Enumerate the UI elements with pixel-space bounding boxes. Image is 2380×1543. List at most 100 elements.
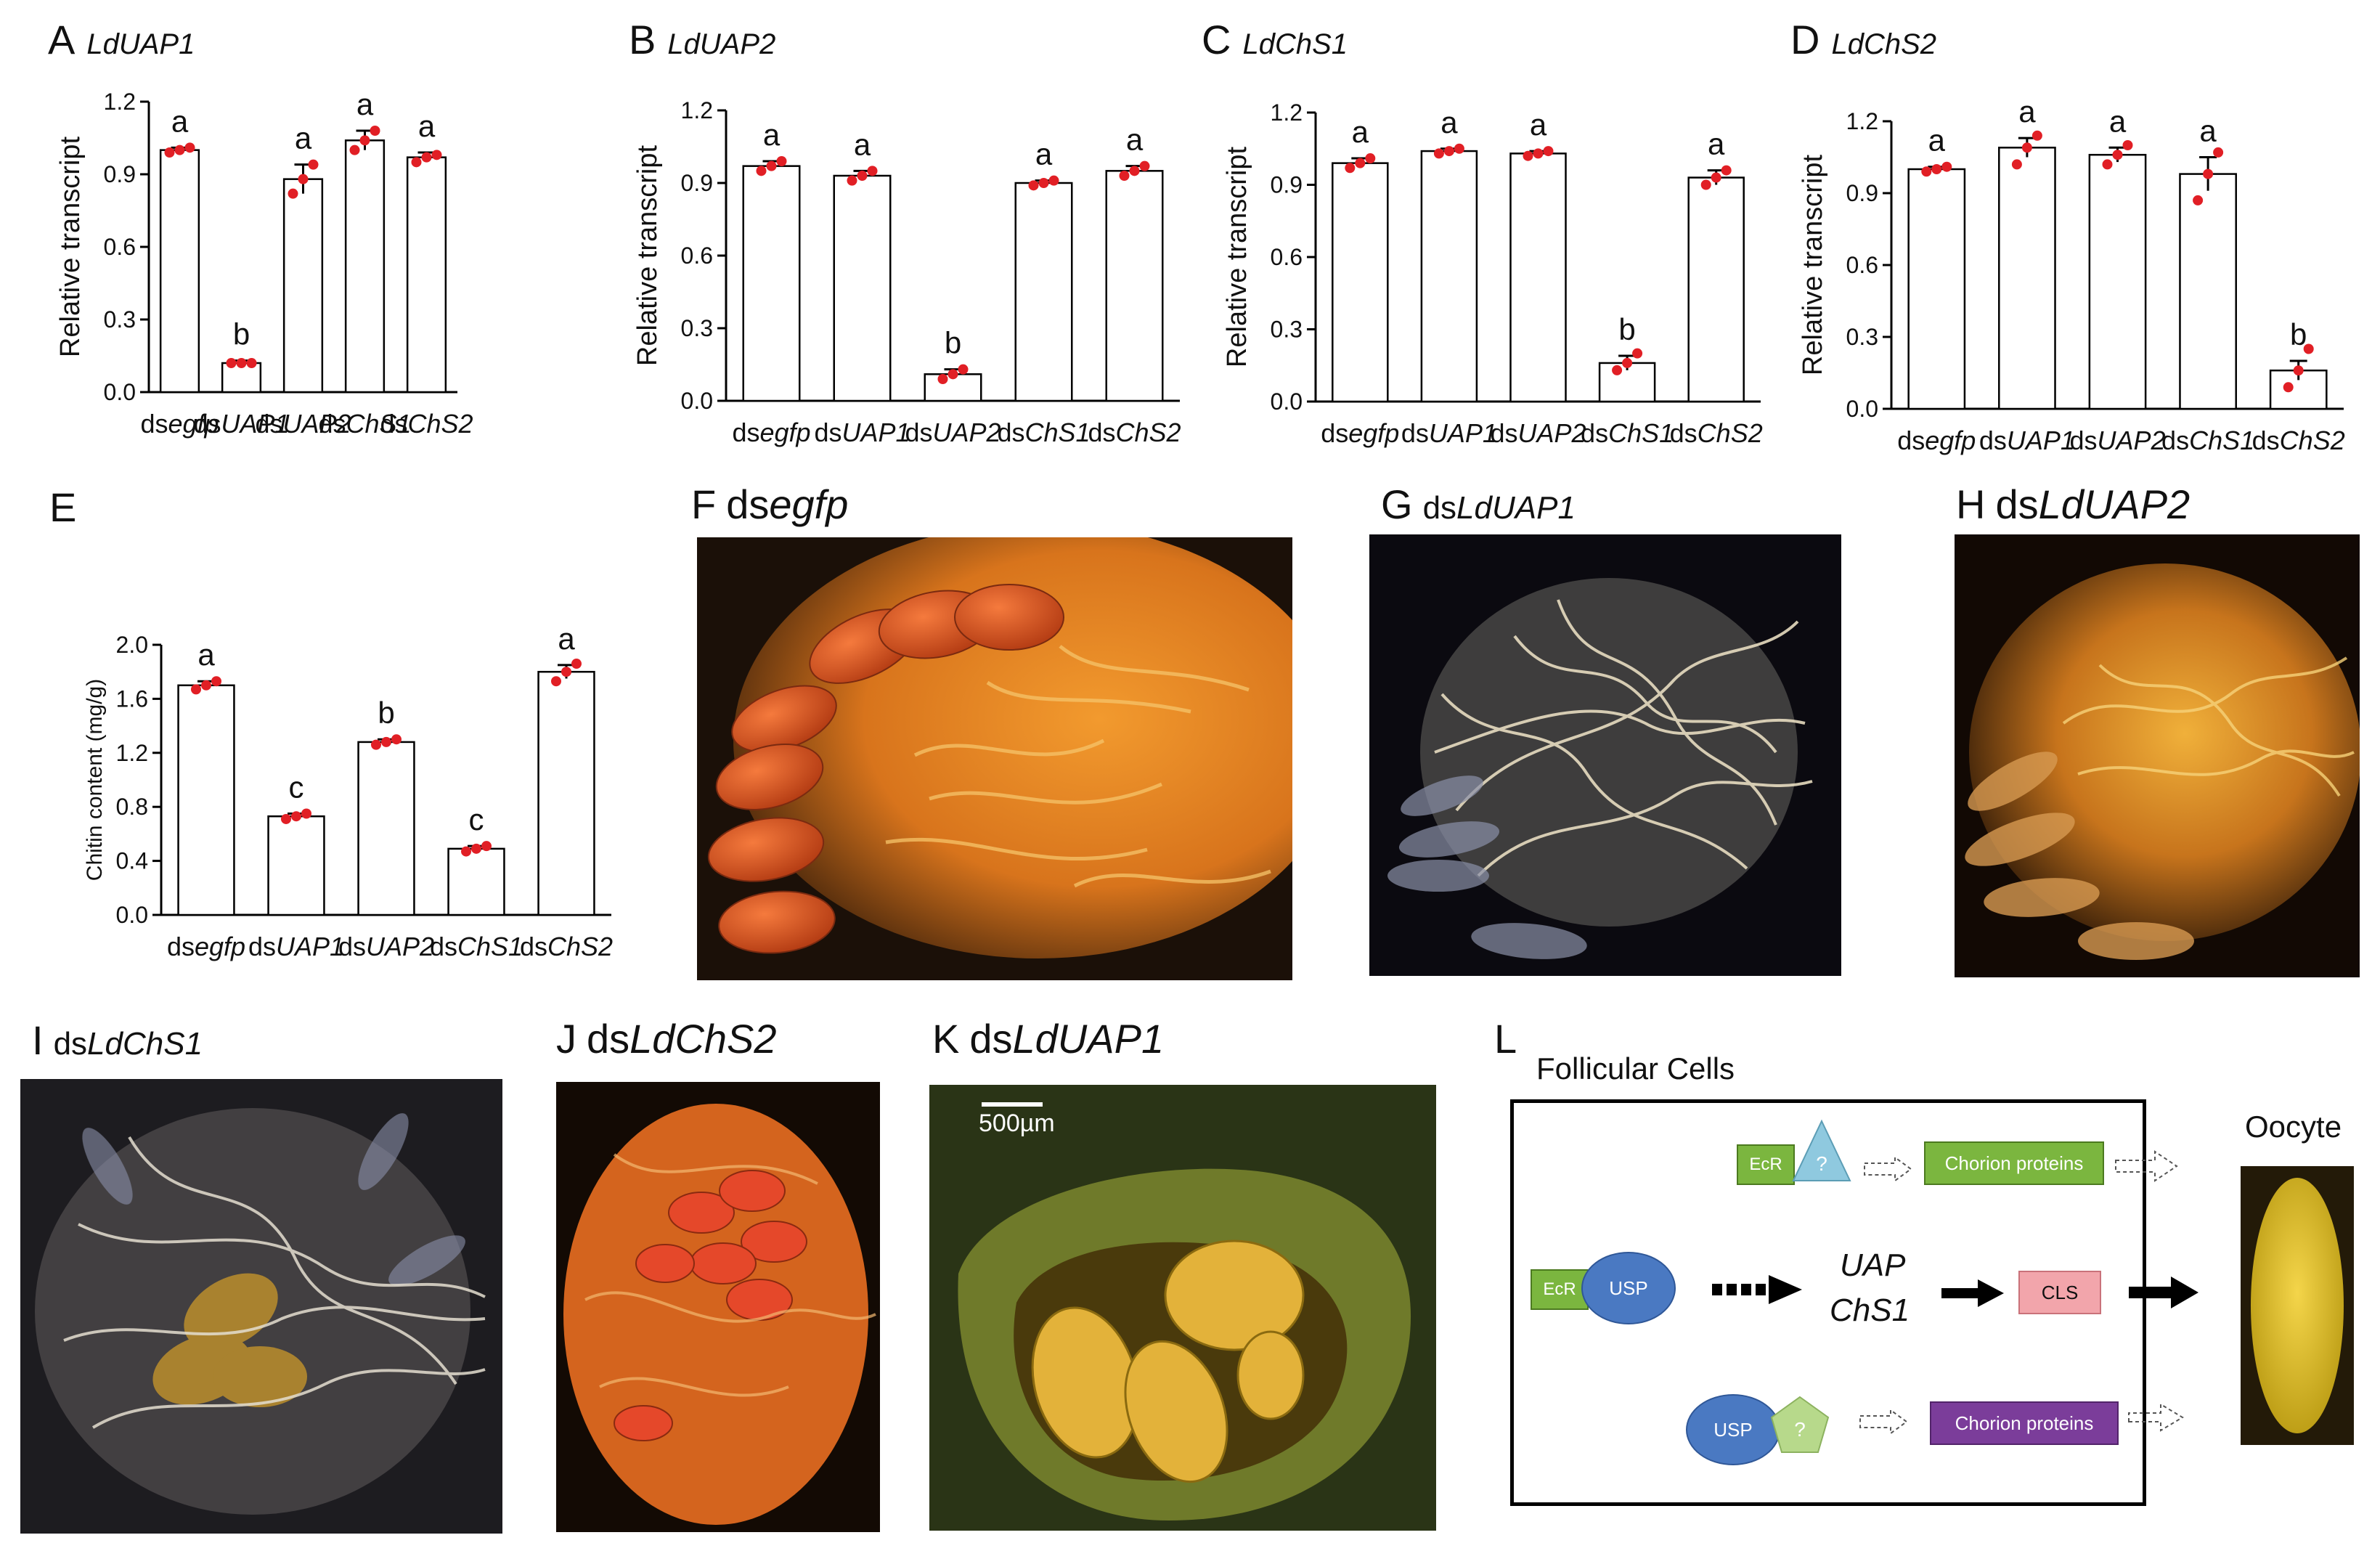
y-tick-label: 0.3 <box>104 306 136 333</box>
category-prefix: ds <box>520 932 547 961</box>
data-point <box>191 684 201 695</box>
data-point <box>391 734 402 745</box>
ovary-image <box>1369 534 1841 976</box>
bar <box>357 741 415 916</box>
category-gene: egfp <box>168 409 219 439</box>
data-point <box>1433 148 1444 159</box>
y-tick-label: 1.2 <box>116 740 148 766</box>
category-gene: ChS2 <box>2280 426 2345 455</box>
category-prefix: ds <box>1670 418 1698 448</box>
significance-letter: a <box>1352 115 1369 149</box>
oocyte-image <box>2241 1166 2354 1445</box>
chorion-label: Chorion proteins <box>1944 1152 2084 1174</box>
dashed-arrow-1 <box>1864 1156 1912 1182</box>
x-category-label: dsUAP1 <box>1401 418 1497 448</box>
data-point <box>201 680 211 691</box>
data-point <box>359 135 370 146</box>
follicular-cell-box <box>1510 1099 2146 1506</box>
bar <box>2269 369 2328 410</box>
data-point <box>184 142 195 153</box>
ovary-image <box>697 537 1292 980</box>
y-tick-label: 0.0 <box>1271 388 1303 415</box>
x-category-label: dsegfp <box>1897 426 1976 455</box>
panel-a: A LdUAP1 1.2 0.9 0.6 0.3 0.0 Relative transcri… <box>0 0 595 465</box>
data-point <box>371 739 381 750</box>
category-prefix: ds <box>2069 426 2097 455</box>
photo-k-ovary-dsuap1: 500µm <box>929 1085 1436 1531</box>
significance-letter: a <box>1440 105 1458 139</box>
panel-letter: C <box>1202 17 1231 62</box>
data-point <box>174 144 185 155</box>
category-gene: ChS2 <box>1115 418 1181 447</box>
data-point <box>1543 146 1554 157</box>
x-category-label: dsChS2 <box>1088 418 1181 447</box>
panel-letter: B <box>629 17 656 62</box>
solid-arrow-1 <box>1941 1279 2004 1307</box>
significance-letter: a <box>197 638 215 672</box>
panel-letter: F <box>691 481 717 527</box>
uap-label: UAP <box>1840 1247 1906 1283</box>
panel-letter: H <box>1956 481 1986 527</box>
cls-label: CLS <box>2041 1281 2079 1303</box>
significance-letter: a <box>2109 104 2127 138</box>
photo-h-ovary-dsuap2 <box>1955 534 2360 977</box>
data-point <box>1921 166 1932 177</box>
category-prefix: ds <box>997 418 1024 447</box>
label-prefix: ds <box>726 481 770 527</box>
data-point <box>291 811 301 822</box>
category-gene: ChS2 <box>407 409 473 439</box>
bar <box>1509 152 1567 403</box>
photo-j-ovary-dschs2 <box>556 1082 880 1532</box>
panel-b: B LdUAP2 1.2 0.9 0.6 0.3 0.0 Relative transcri… <box>0 0 2380 465</box>
category-prefix: ds <box>248 932 276 961</box>
ovary-image <box>929 1085 1436 1531</box>
category-prefix: ds <box>2161 426 2189 455</box>
photo-f-ovary-dsegfp <box>697 537 1292 980</box>
bar <box>406 156 447 394</box>
significance-letter: a <box>1708 127 1725 161</box>
data-point <box>947 369 958 380</box>
panel-letter: E <box>49 484 77 530</box>
data-point <box>766 160 777 171</box>
unknown-pentagon: ? <box>1770 1396 1830 1453</box>
category-gene: ChS1 <box>2189 426 2254 455</box>
category-prefix: ds <box>1897 426 1925 455</box>
bar <box>1907 168 1966 410</box>
y-axis-label: Relative transcript <box>55 137 86 358</box>
unknown-label: ? <box>1794 1418 1806 1441</box>
label-prefix: ds <box>53 1026 88 1062</box>
data-point <box>288 188 298 199</box>
data-point <box>1931 164 1942 174</box>
ecr-label: EcR <box>1749 1155 1782 1174</box>
x-category-label: dsUAP2 <box>1490 418 1586 448</box>
data-point <box>1048 175 1059 186</box>
significance-letter: a <box>763 118 781 152</box>
label-gene: egfp <box>769 481 849 527</box>
usp-label: USP <box>1713 1418 1753 1441</box>
category-prefix: ds <box>732 418 759 447</box>
data-point <box>1345 163 1356 174</box>
data-point <box>2102 159 2113 170</box>
category-gene: ChS2 <box>1698 418 1763 448</box>
usp-ellipse-middle: USP <box>1581 1252 1676 1324</box>
data-point <box>2112 150 2123 160</box>
x-category-label: dsChS1 <box>2161 426 2254 455</box>
data-point <box>2213 147 2224 158</box>
data-point <box>1721 165 1732 176</box>
y-axis-label: Relative transcript <box>1222 147 1252 368</box>
x-category-label: dsUAP2 <box>905 418 1001 447</box>
data-point <box>349 144 360 155</box>
category-gene: ChS1 <box>1608 418 1674 448</box>
significance-letter: a <box>1530 107 1547 142</box>
x-category-label: dsUAP2 <box>2069 426 2165 455</box>
data-point <box>1523 150 1533 161</box>
x-category-label: dsUAP2 <box>338 932 434 961</box>
data-point <box>571 659 582 669</box>
x-category-label: dsChS1 <box>1581 418 1674 448</box>
category-gene: ChS1 <box>346 409 411 439</box>
data-point <box>1355 158 1366 168</box>
